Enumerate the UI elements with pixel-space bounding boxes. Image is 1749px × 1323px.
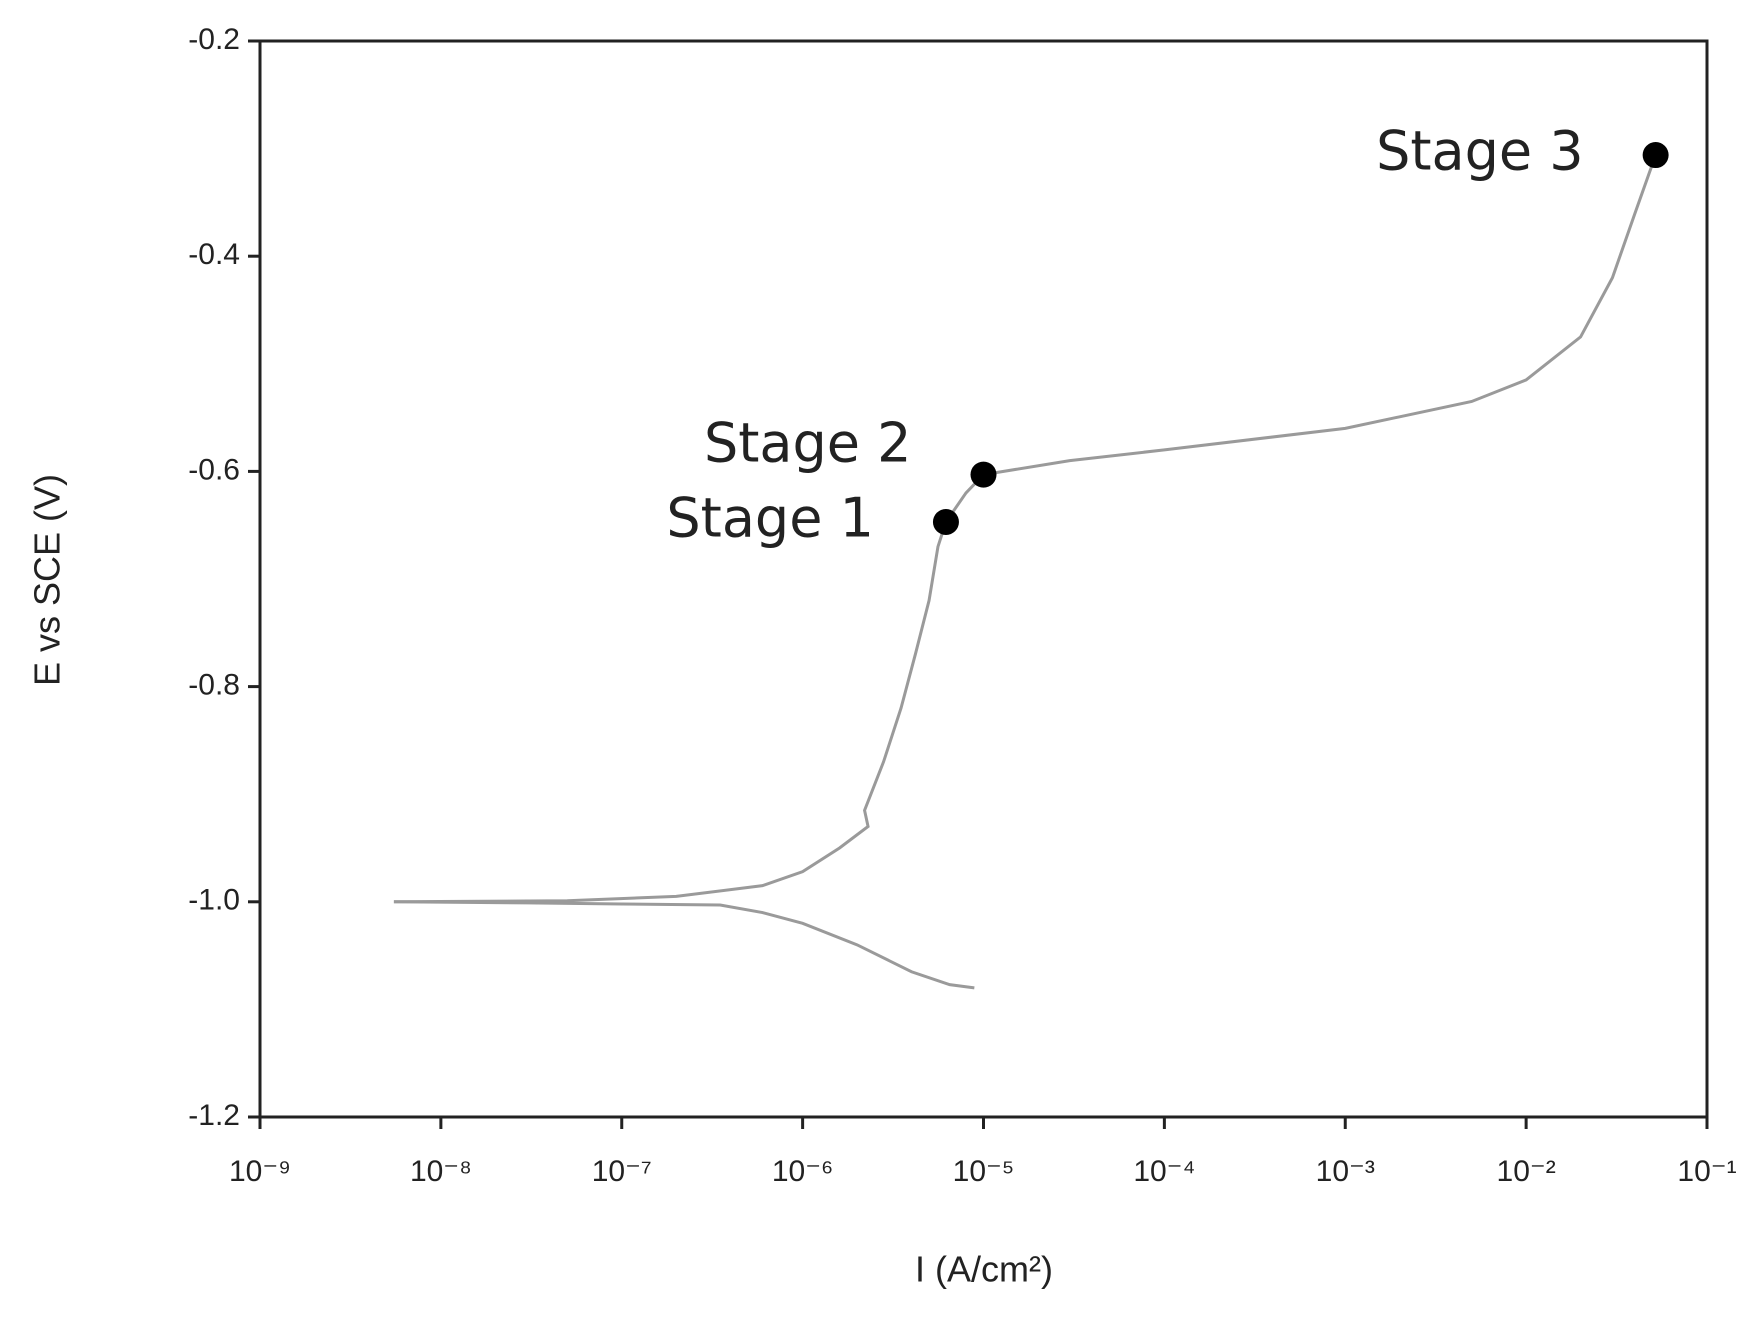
stage-point (932, 508, 959, 535)
x-tick-label: 10⁻² (1497, 1155, 1556, 1188)
stage-label: Stage 1 (666, 487, 874, 550)
x-tick-label: 10⁻⁴ (1133, 1155, 1195, 1188)
x-tick-label: 10⁻⁹ (229, 1155, 291, 1188)
y-tick-label: -0.4 (188, 238, 240, 271)
x-tick-label: 10⁻¹ (1677, 1155, 1736, 1188)
x-tick-label: 10⁻⁶ (772, 1155, 834, 1188)
y-axis-label: E vs SCE (V) (27, 474, 68, 686)
y-tick-label: -0.8 (188, 669, 240, 702)
x-tick-label: 10⁻³ (1316, 1155, 1375, 1188)
stage-point (1642, 142, 1669, 169)
stage-label: Stage 3 (1376, 120, 1584, 183)
plot-frame (258, 39, 1709, 1119)
stage-point (970, 461, 997, 488)
x-tick-label: 10⁻⁵ (953, 1155, 1015, 1188)
x-axis-label: I (A/cm²) (915, 1249, 1053, 1290)
y-tick-label: -1.0 (188, 884, 240, 917)
x-tick-label: 10⁻⁸ (410, 1155, 472, 1188)
y-tick-label: -0.2 (188, 23, 240, 56)
y-tick-label: -1.2 (188, 1099, 240, 1132)
data-line (393, 154, 1658, 904)
stage-label: Stage 2 (704, 411, 912, 474)
y-tick-label: -0.6 (188, 453, 240, 486)
x-tick-label: 10⁻⁷ (592, 1155, 652, 1188)
data-line (393, 900, 975, 990)
